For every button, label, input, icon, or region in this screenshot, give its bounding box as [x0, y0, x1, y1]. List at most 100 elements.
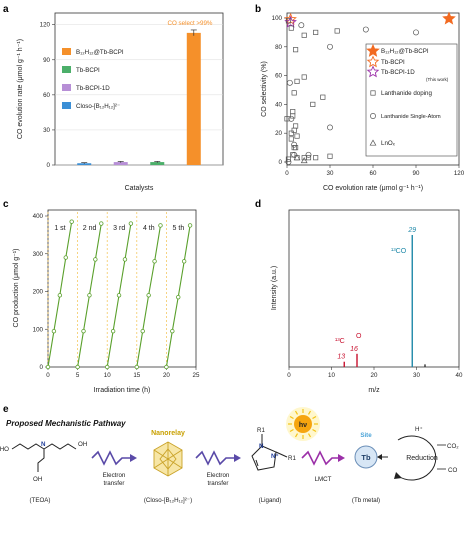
- panel-d-peaks: 13 16 29: [337, 227, 426, 367]
- panel-d-ticks: 0 10 20 30 40: [287, 367, 463, 379]
- c-point: [51, 328, 57, 334]
- b-point: [320, 94, 326, 100]
- b-point: [284, 15, 297, 28]
- c-point: [99, 221, 104, 226]
- b-point: [288, 130, 294, 136]
- b-legend-marker: [369, 139, 377, 146]
- panel-c-cycle-separators: [47, 212, 167, 367]
- c-point: [134, 364, 139, 370]
- c-point: [81, 328, 86, 334]
- panel-b-ticks: 0 30 60 90 120 0 20 40 60 80 100: [272, 15, 465, 177]
- b-point: [285, 156, 291, 162]
- c-xtick-label: 0: [46, 372, 50, 379]
- panel-b: b 0 30 60 90 120 0 20 40 60 80 100 B₁₂H₁₂@Tb-BCPI T…: [255, 4, 465, 192]
- c-cycle-label: 1 st: [54, 225, 65, 232]
- b-point: [288, 136, 294, 142]
- b-xtick-label: 120: [454, 170, 465, 177]
- panel-b-ylabel: CO selectivity (%): [261, 61, 268, 117]
- this-work-note: (This work): [426, 77, 449, 82]
- sun-ray: [294, 433, 299, 438]
- tb-to-cycle-arrowhead: [377, 454, 382, 460]
- c-ytick-label: 200: [33, 289, 44, 296]
- sun-ray: [289, 428, 294, 433]
- b-point: [291, 141, 298, 148]
- b-xtick-label: 0: [285, 170, 289, 177]
- panel-a: a 0 30 60 90 120 CO select >99% B₁₂H₁₂@Tb-BC…: [3, 4, 224, 192]
- b-legend-label: Lanthanide Single-Atom: [381, 114, 441, 120]
- panel-d-label: d: [255, 199, 261, 210]
- panel-c-ticks: 0 5 10 15 20 25 0 100 200 300 400: [33, 213, 200, 379]
- b-legend-marker: [366, 65, 380, 78]
- teoa-molecule: [11, 443, 77, 472]
- d-xtick-label: 10: [328, 372, 335, 379]
- c-cycle-label: 3 rd: [113, 225, 125, 232]
- c-point: [116, 293, 122, 298]
- a-ytick-label: 90: [43, 57, 50, 64]
- c-ytick-label: 100: [33, 326, 44, 333]
- b-point: [362, 26, 369, 33]
- panel-b-legend: B₁₂H₁₂@Tb-BCPI Tb-BCPI Tb-BCPI-1D Lanthanid…: [365, 43, 458, 157]
- b-point: [284, 116, 290, 122]
- b-legend-box: [365, 43, 458, 157]
- a-bar: [150, 162, 165, 165]
- closo-label: (Closo-[B₁₂H₁₂]²⁻): [144, 497, 192, 504]
- c-point: [75, 364, 80, 370]
- c-xtick-label: 10: [104, 372, 111, 379]
- b-point: [298, 22, 305, 29]
- b-legend-label: B₁₂H₁₂@Tb-BCPI: [381, 48, 429, 55]
- b-point: [327, 153, 333, 159]
- panel-d-ylabel: Intensity (a.u.): [271, 266, 278, 310]
- a-legend-swatch: [62, 48, 71, 55]
- c-point: [176, 294, 181, 300]
- teoa-oh-bottom: OH: [33, 476, 42, 483]
- ligand-r1-right: R1: [288, 455, 296, 462]
- c-point: [170, 328, 175, 334]
- b-point: [288, 25, 294, 31]
- b-point: [291, 90, 297, 96]
- a-legend-label: Tb-BCPI-1D: [76, 85, 110, 92]
- d-xtick-label: 20: [371, 372, 378, 379]
- panel-a-legend: B₁₂H₁₂@Tb-BCPI Tb-BCPI Tb-BCPI-1D Closo-[B₁…: [62, 48, 124, 110]
- c-point: [110, 328, 116, 334]
- b-point: [290, 152, 296, 158]
- panel-c: c 0 5 10 15 20 25 0 100 200 300 400 1 st 2 nd 3 rd 4 …: [3, 199, 200, 394]
- sun-ray: [307, 410, 312, 415]
- reduction-label: Reduction: [406, 455, 438, 462]
- b-point: [300, 157, 308, 164]
- c-cycle-label: 5 th: [173, 225, 185, 232]
- panel-a-xlabel: Catalysts: [125, 185, 154, 192]
- c-point: [128, 221, 134, 226]
- a-ytick-label: 0: [47, 162, 51, 169]
- b-point: [288, 115, 295, 122]
- teoa-nitrogen: N: [41, 441, 46, 448]
- co-label: CO: [448, 467, 457, 474]
- b-legend-label: LnOₓ: [381, 140, 396, 147]
- tb-label: Tb: [361, 453, 371, 462]
- a-bar: [113, 162, 128, 165]
- b-point: [327, 124, 333, 131]
- c-point: [63, 255, 68, 260]
- electron-transfer-1-label: Electron: [103, 472, 126, 479]
- b-point: [413, 29, 419, 36]
- ligand-label: (Ligand): [259, 497, 282, 504]
- a-legend-label: Closo-[B₁₂H₁₂]²⁻: [76, 103, 120, 110]
- c-point: [152, 259, 157, 264]
- a-legend-swatch: [62, 66, 71, 73]
- 13c-annotation: ¹³C: [335, 338, 345, 345]
- b-point: [285, 159, 292, 165]
- reduction-cycle-arc: [397, 435, 437, 481]
- sun-icon: [286, 407, 320, 441]
- b-point: [290, 109, 296, 115]
- c-cycle-label: 4 th: [143, 225, 155, 232]
- teoa-oh-right: OH: [78, 441, 87, 448]
- c-ytick-label: 300: [33, 251, 44, 258]
- b-legend-label: Tb-BCPI-1D: [381, 69, 415, 76]
- electron-arrow-2: [195, 450, 234, 466]
- sun-ray: [312, 415, 317, 420]
- panel-b-xlabel: CO evolution rate (μmol g⁻¹ h⁻¹): [323, 185, 423, 192]
- b-point: [293, 145, 299, 151]
- b-legend-marker: [366, 43, 380, 57]
- b-point: [291, 127, 297, 133]
- b-legend-label: Lanthanide doping: [381, 90, 432, 97]
- reduction-cycle-arrowhead: [394, 472, 402, 479]
